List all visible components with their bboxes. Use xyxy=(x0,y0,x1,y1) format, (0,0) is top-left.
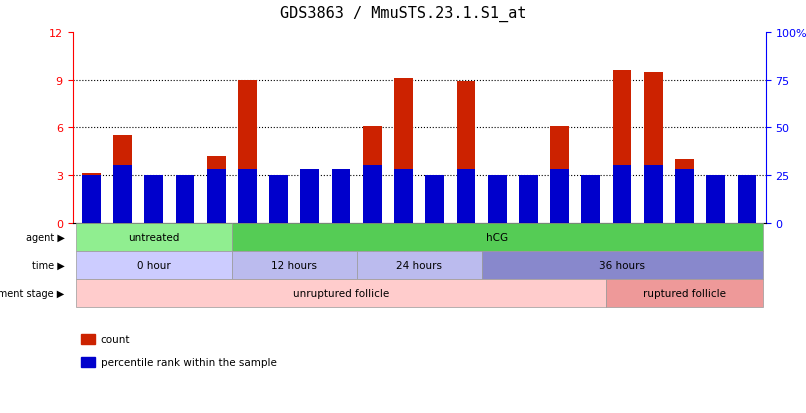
Text: 36 hours: 36 hours xyxy=(599,260,645,270)
Text: 24 hours: 24 hours xyxy=(396,260,442,270)
Text: untreated: untreated xyxy=(128,232,180,242)
Text: 0 hour: 0 hour xyxy=(137,260,171,270)
Text: hCG: hCG xyxy=(486,232,509,242)
Bar xyxy=(269,176,288,223)
Bar xyxy=(144,176,163,223)
Bar xyxy=(363,126,382,223)
Bar xyxy=(394,170,413,223)
Bar xyxy=(644,166,663,223)
Bar xyxy=(426,176,444,223)
Bar xyxy=(113,136,132,223)
Bar xyxy=(613,166,631,223)
Bar xyxy=(550,170,569,223)
Bar xyxy=(581,176,600,223)
Bar xyxy=(301,170,319,223)
Text: time ▶: time ▶ xyxy=(31,260,64,270)
Bar xyxy=(644,73,663,223)
Bar xyxy=(456,170,476,223)
Bar xyxy=(456,82,476,223)
Bar xyxy=(613,71,631,223)
Bar xyxy=(207,170,226,223)
Text: agent ▶: agent ▶ xyxy=(26,232,64,242)
Bar xyxy=(675,160,694,223)
Text: unruptured follicle: unruptured follicle xyxy=(293,288,389,298)
Bar xyxy=(238,81,257,223)
Bar xyxy=(363,166,382,223)
Bar xyxy=(737,204,756,223)
Bar xyxy=(737,176,756,223)
Bar xyxy=(82,174,101,223)
Text: GDS3863 / MmuSTS.23.1.S1_at: GDS3863 / MmuSTS.23.1.S1_at xyxy=(280,6,526,22)
Bar xyxy=(394,79,413,223)
Text: percentile rank within the sample: percentile rank within the sample xyxy=(101,357,276,367)
Bar xyxy=(301,172,319,223)
Bar xyxy=(144,221,163,223)
Bar xyxy=(519,209,538,223)
Bar xyxy=(207,157,226,223)
Bar xyxy=(426,214,444,223)
Bar xyxy=(706,176,725,223)
Bar xyxy=(488,215,506,223)
Bar xyxy=(82,176,101,223)
Bar xyxy=(176,206,194,223)
Text: 12 hours: 12 hours xyxy=(272,260,318,270)
Bar xyxy=(488,176,506,223)
Bar xyxy=(332,170,351,223)
Text: ruptured follicle: ruptured follicle xyxy=(643,288,726,298)
Bar xyxy=(519,176,538,223)
Text: development stage ▶: development stage ▶ xyxy=(0,288,64,298)
Text: count: count xyxy=(101,335,131,344)
Bar xyxy=(176,176,194,223)
Bar xyxy=(706,218,725,223)
Bar xyxy=(113,166,132,223)
Bar xyxy=(550,126,569,223)
Bar xyxy=(332,171,351,223)
Bar xyxy=(238,170,257,223)
Bar xyxy=(675,170,694,223)
Bar xyxy=(581,190,600,223)
Bar xyxy=(269,215,288,223)
